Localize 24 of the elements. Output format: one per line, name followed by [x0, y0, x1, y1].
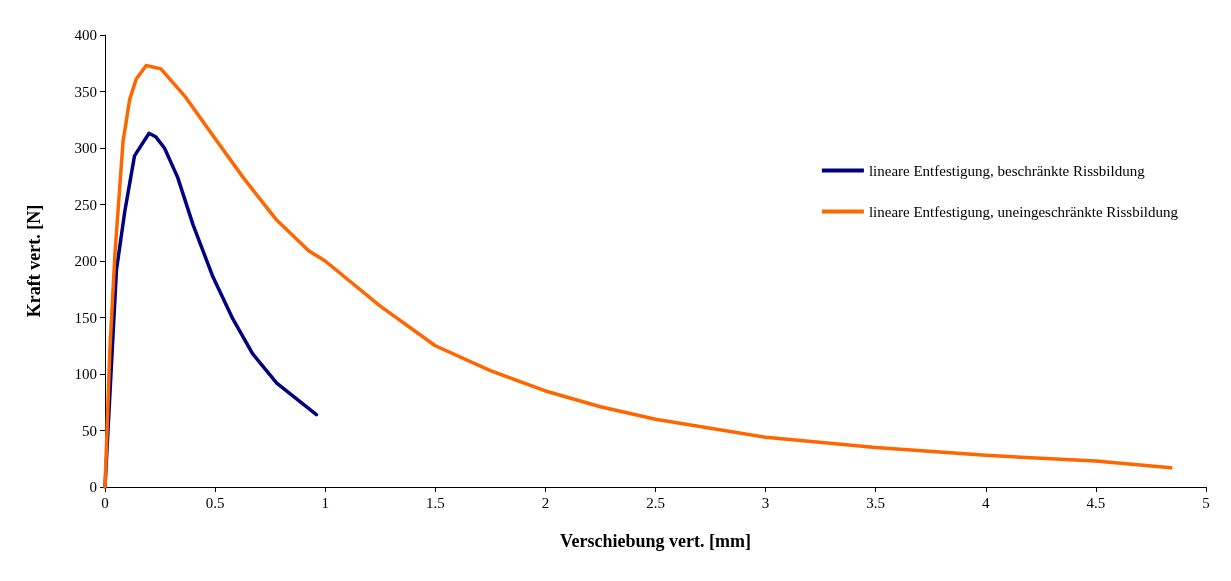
- x-tick-label: 5: [1202, 494, 1210, 511]
- y-tick-label: 350: [74, 83, 97, 100]
- y-tick-label: 200: [74, 253, 97, 269]
- y-tick-label: 50: [82, 422, 97, 439]
- y-tick-label: 100: [74, 366, 97, 382]
- legend-label: lineare Entfestigung, beschränkte Rissbildung: [868, 162, 1146, 179]
- x-tick-label: 2.5: [646, 494, 665, 511]
- x-tick-label: 2: [541, 494, 550, 511]
- x-tick-label: 1: [321, 494, 329, 511]
- y-axis-title: Kraft vert. [N]: [24, 204, 44, 318]
- x-tick-label: 0: [101, 494, 109, 511]
- x-tick-label: 4: [982, 494, 991, 511]
- x-tick-label: 4.5: [1086, 494, 1106, 511]
- legend-label: lineare Entfestigung, uneingeschränkte Rissbildung: [868, 203, 1179, 220]
- x-tick-label: 0.5: [205, 494, 225, 511]
- x-tick-label: 3.5: [866, 494, 886, 511]
- y-tick-label: 400: [74, 27, 97, 43]
- x-tick-label: 1.5: [425, 494, 445, 511]
- x-tick-label: 3: [761, 494, 770, 511]
- y-tick-label: 0: [89, 479, 97, 495]
- x-axis-title: Verschiebung vert. [mm]: [560, 531, 751, 551]
- y-tick-label: 300: [74, 140, 97, 156]
- y-tick-label: 250: [74, 196, 97, 213]
- y-tick-label: 150: [74, 309, 97, 326]
